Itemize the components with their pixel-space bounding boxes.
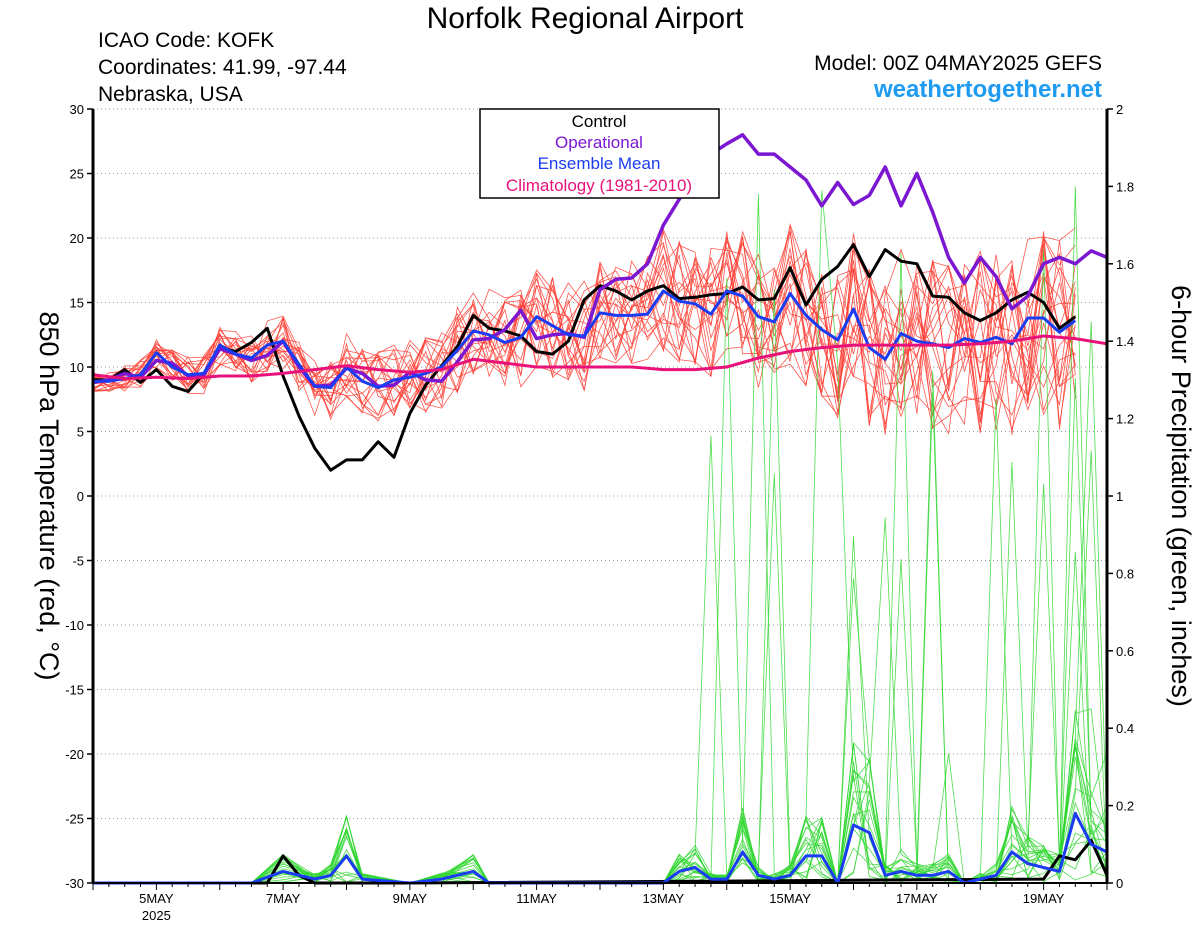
y2-axis-label: 6-hour Precipitation (green, inches) [1166, 285, 1196, 707]
y-axis-label: 850 hPa Temperature (red, °C) [34, 312, 64, 681]
y2-tick-label: 0.8 [1116, 566, 1134, 581]
precip-ensemble-mean-line [93, 811, 1108, 885]
grid-layer [93, 108, 1107, 884]
x-tick-label: 17MAY [896, 891, 938, 906]
x-tick-label: 5MAY [139, 891, 174, 906]
x-tick-label: 9MAY [393, 891, 428, 906]
precip-member-line [93, 321, 1108, 884]
y-tick-label: 5 [77, 425, 84, 440]
y2-tick-label: 0.4 [1116, 721, 1134, 736]
legend-ensemble-mean: Ensemble Mean [538, 154, 661, 173]
y2-tick-label: 2 [1116, 102, 1123, 117]
x-tick-label: 11MAY [516, 891, 557, 906]
y-tick-label: 10 [70, 360, 84, 375]
temp-climatology-1981-2010-line [92, 334, 1108, 381]
y2-tick-label: 0.2 [1116, 799, 1134, 814]
precip-member-line [93, 811, 1108, 884]
precip-member-line [93, 747, 1108, 884]
temp-member-line [92, 231, 1076, 417]
y-tick-label: -30 [65, 876, 84, 891]
temp-member-line [92, 230, 1076, 430]
temp-member-line [92, 236, 1076, 428]
y-tick-label: 25 [70, 167, 84, 182]
station-info: ICAO Code: KOFK Coordinates: 41.99, -97.… [98, 27, 347, 108]
y-tick-label: -5 [72, 554, 84, 569]
temp-member-line [92, 227, 1076, 414]
precip-member-line [93, 435, 1108, 885]
model-run: Model: 00Z 04MAY2025 GEFS [814, 52, 1102, 75]
region: Nebraska, USA [98, 83, 243, 106]
x-tick-sublabel: 2025 [142, 908, 171, 923]
temp-member-line [92, 231, 1076, 435]
precip-member-line [93, 769, 1108, 885]
precip-member-line [93, 289, 1108, 884]
y-tick-label: 15 [70, 296, 84, 311]
precip-member-line [93, 708, 1108, 884]
y-tick-label: 0 [77, 489, 84, 504]
y2-tick-label: 1.6 [1116, 257, 1134, 272]
temp-ensemble-mean-line [93, 289, 1077, 390]
y-tick-label: -15 [65, 683, 84, 698]
y2-tick-label: 1.2 [1116, 412, 1134, 427]
x-tick-label: 7MAY [266, 891, 301, 906]
x-tick-label: 19MAY [1023, 891, 1065, 906]
precip-member-line [93, 461, 1108, 885]
temp-member-line [92, 254, 1076, 418]
temp-control-line [93, 243, 1077, 472]
series-layer [92, 133, 1109, 885]
y2-tick-label: 1 [1116, 489, 1123, 504]
temp-member-line [92, 233, 1076, 431]
y-tick-label: -20 [65, 747, 84, 762]
y2-tick-label: 0 [1116, 876, 1123, 891]
y2-tick-label: 1.8 [1116, 179, 1134, 194]
y2-tick-label: 0.6 [1116, 644, 1134, 659]
precip-member-line [93, 517, 1108, 885]
chart-title: Norfolk Regional Airport [426, 2, 744, 35]
y-tick-label: 20 [70, 231, 84, 246]
legend-climatology: Climatology (1981-2010) [506, 176, 692, 195]
y-tick-label: 30 [70, 102, 84, 117]
y-tick-label: -25 [65, 812, 84, 827]
precip-member-line [93, 738, 1108, 884]
legend: Control Operational Ensemble Mean Climat… [479, 108, 720, 199]
y2-tick-label: 1.4 [1116, 334, 1134, 349]
precip-member-line [93, 742, 1108, 884]
precip-member-line [93, 744, 1108, 885]
legend-control: Control [572, 112, 627, 131]
x-tick-label: 15MAY [769, 891, 811, 906]
icao-code: ICAO Code: KOFK [98, 29, 275, 52]
temp-member-line [92, 236, 1076, 426]
temp-member-line [92, 223, 1076, 435]
coordinates: Coordinates: 41.99, -97.44 [98, 56, 347, 79]
temp-operational-line [92, 133, 1108, 389]
site-link[interactable]: weathertogether.net [873, 76, 1102, 103]
precip-member-line [93, 392, 1108, 885]
y-tick-label: -10 [65, 618, 84, 633]
axes-layer: 302520151050-5-10-15-20-25-3021.81.61.41… [65, 102, 1134, 923]
x-tick-label: 13MAY [643, 891, 685, 906]
legend-operational: Operational [555, 133, 643, 152]
